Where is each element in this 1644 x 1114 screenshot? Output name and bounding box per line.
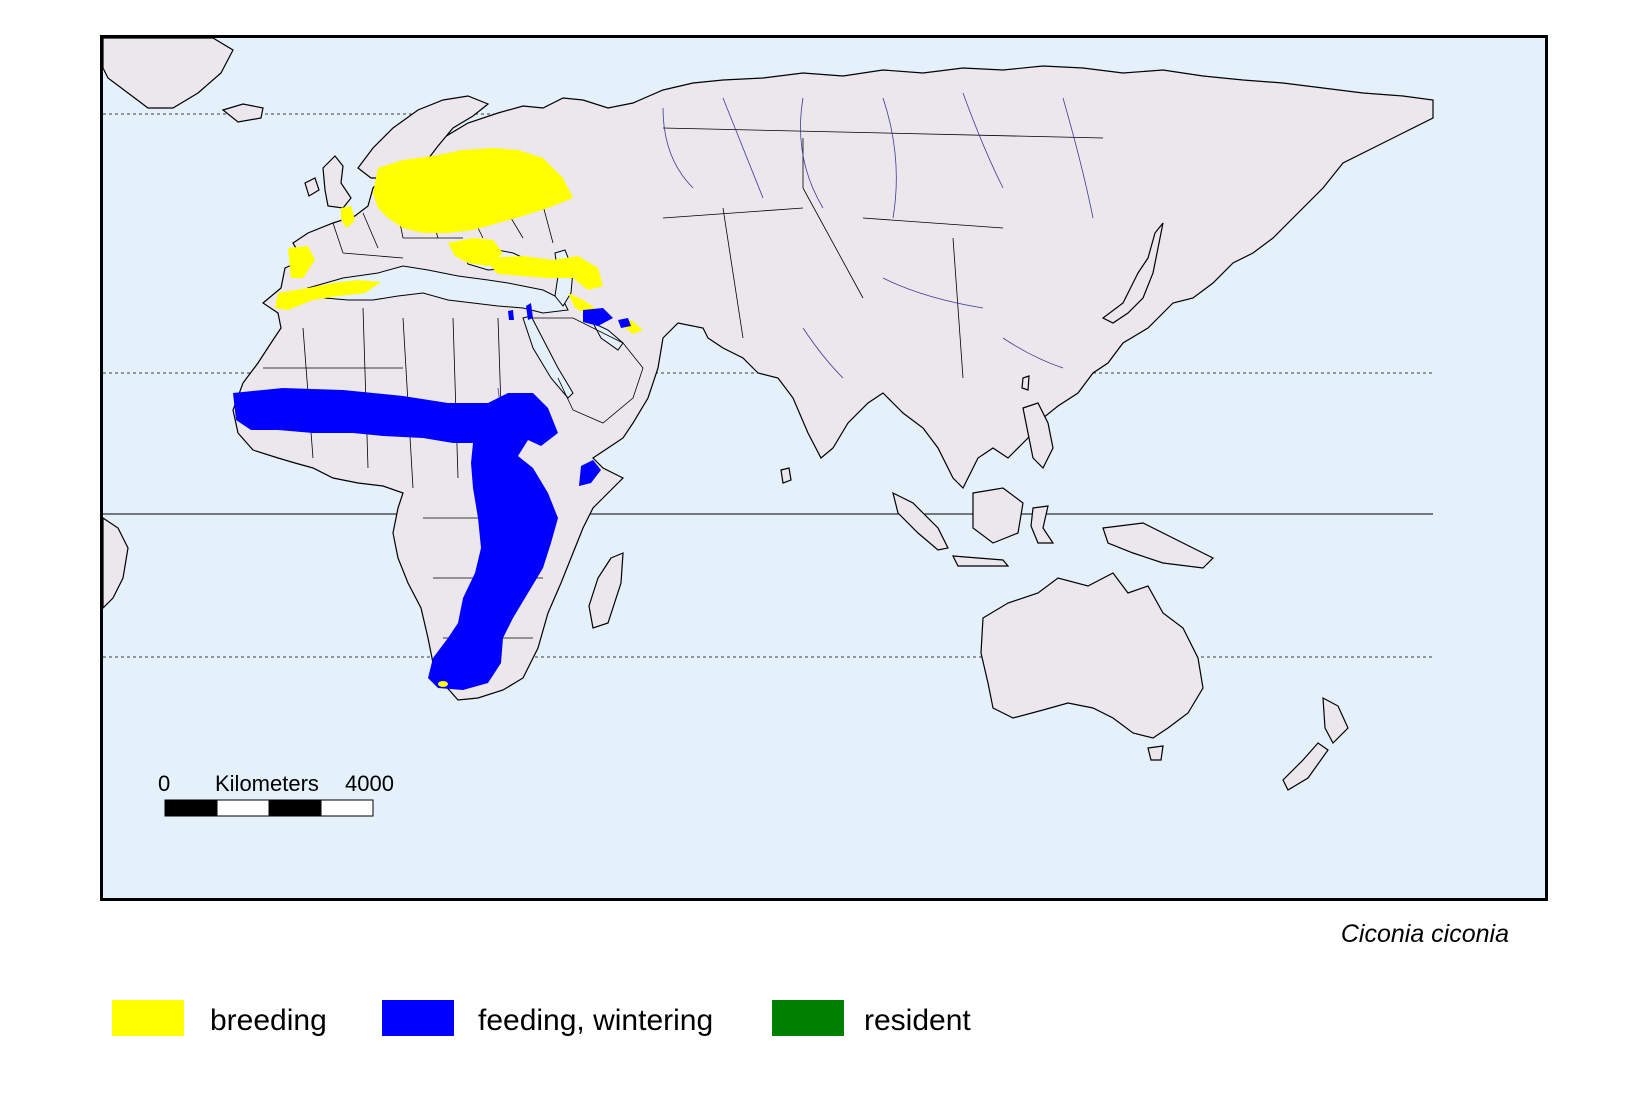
borneo	[972, 487, 1024, 544]
range-map: 0 Kilometers 4000	[100, 35, 1548, 901]
new-zealand	[1322, 696, 1349, 744]
taiwan	[1021, 375, 1030, 391]
sumatra	[892, 491, 949, 551]
sri-lanka	[780, 467, 792, 484]
red-sea	[522, 315, 574, 399]
scale-bar: 0 Kilometers 4000	[158, 771, 394, 817]
wintering-range	[233, 303, 631, 690]
legend-swatch-wintering	[382, 1000, 454, 1036]
australia	[980, 572, 1204, 739]
greenland	[103, 38, 234, 109]
legend-swatch-breeding	[112, 1000, 184, 1036]
south-america-edge	[103, 517, 129, 609]
philippines	[1022, 402, 1054, 470]
madagascar	[588, 552, 624, 629]
new-guinea	[1102, 522, 1215, 569]
iceland	[221, 103, 264, 123]
arabia-outline	[533, 317, 644, 424]
new-zealand-south	[1282, 742, 1329, 791]
map-canvas: 0 Kilometers 4000	[103, 38, 1434, 817]
legend-label-resident: resident	[864, 1004, 971, 1037]
legend-label-breeding: breeding	[210, 1004, 327, 1037]
persian-gulf	[591, 321, 624, 351]
breeding-range-cape	[438, 681, 448, 687]
legend-swatch-resident	[772, 1000, 844, 1036]
scale-label-end: 4000	[345, 771, 394, 796]
scale-label-start: 0	[158, 771, 170, 796]
species-name: Ciconia ciconia	[1340, 920, 1509, 948]
mediterranean-sea	[306, 265, 569, 314]
japan	[1101, 222, 1164, 324]
tasmania	[1147, 745, 1164, 761]
scale-label-unit: Kilometers	[215, 771, 319, 796]
great-britain	[322, 155, 352, 209]
breeding-range	[275, 148, 643, 688]
sulawesi	[1030, 505, 1055, 544]
java	[951, 555, 1010, 567]
legend-label-wintering: feeding, wintering	[478, 1004, 714, 1037]
ireland	[304, 177, 320, 197]
